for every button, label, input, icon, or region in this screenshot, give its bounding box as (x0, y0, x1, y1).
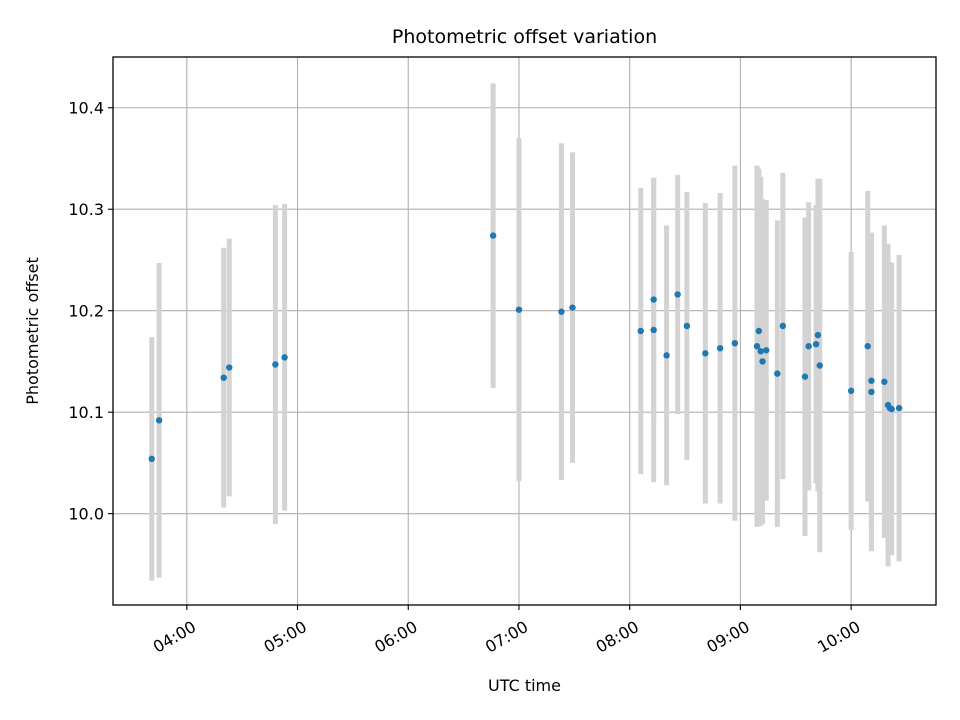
y-tick-label: 10.1 (68, 403, 104, 422)
data-point (281, 354, 288, 361)
data-point (569, 304, 576, 311)
plot-frame (112, 56, 937, 606)
data-point (489, 232, 497, 239)
data-point (637, 327, 644, 335)
data-point (220, 374, 227, 381)
data-point (650, 296, 657, 303)
data-point (881, 378, 888, 385)
data-point (650, 326, 657, 334)
chart-title: Photometric offset variation (392, 26, 657, 48)
data-point (148, 455, 155, 463)
data-point (759, 358, 766, 365)
data-point (812, 340, 820, 348)
data-point (895, 404, 903, 412)
data-point (674, 291, 681, 298)
y-axis-label: Photometric offset (23, 257, 42, 405)
data-point (515, 306, 523, 313)
data-point (763, 347, 770, 354)
y-tick-label: 10.4 (68, 99, 104, 118)
data-point (558, 308, 565, 315)
data-point (716, 345, 724, 352)
data-point (888, 405, 895, 413)
data-point (805, 343, 812, 350)
data-point (702, 350, 709, 357)
data-point (847, 387, 855, 395)
y-tick-label: 10.0 (68, 505, 104, 524)
data-point (272, 361, 279, 368)
data-point (755, 327, 763, 335)
y-tick-label: 10.3 (68, 200, 104, 219)
data-point (683, 322, 691, 330)
data-point (779, 322, 787, 330)
x-axis-label: UTC time (488, 676, 561, 695)
y-axis: 10.0 10.1 10.2 10.3 10.4 (68, 99, 113, 524)
data-point (816, 362, 823, 369)
data-point (753, 343, 761, 350)
data-point (814, 331, 822, 339)
data-point (868, 377, 875, 384)
grid (113, 57, 936, 605)
data-point (155, 417, 163, 424)
y-tick-label: 10.2 (68, 302, 104, 321)
data-point (801, 373, 809, 380)
data-point (731, 339, 739, 347)
data-point (663, 352, 670, 359)
data-point (774, 370, 781, 377)
data-point (864, 343, 871, 350)
data-point (757, 348, 764, 355)
data-point (868, 388, 875, 396)
data-point (226, 364, 233, 371)
data-points (148, 232, 903, 463)
